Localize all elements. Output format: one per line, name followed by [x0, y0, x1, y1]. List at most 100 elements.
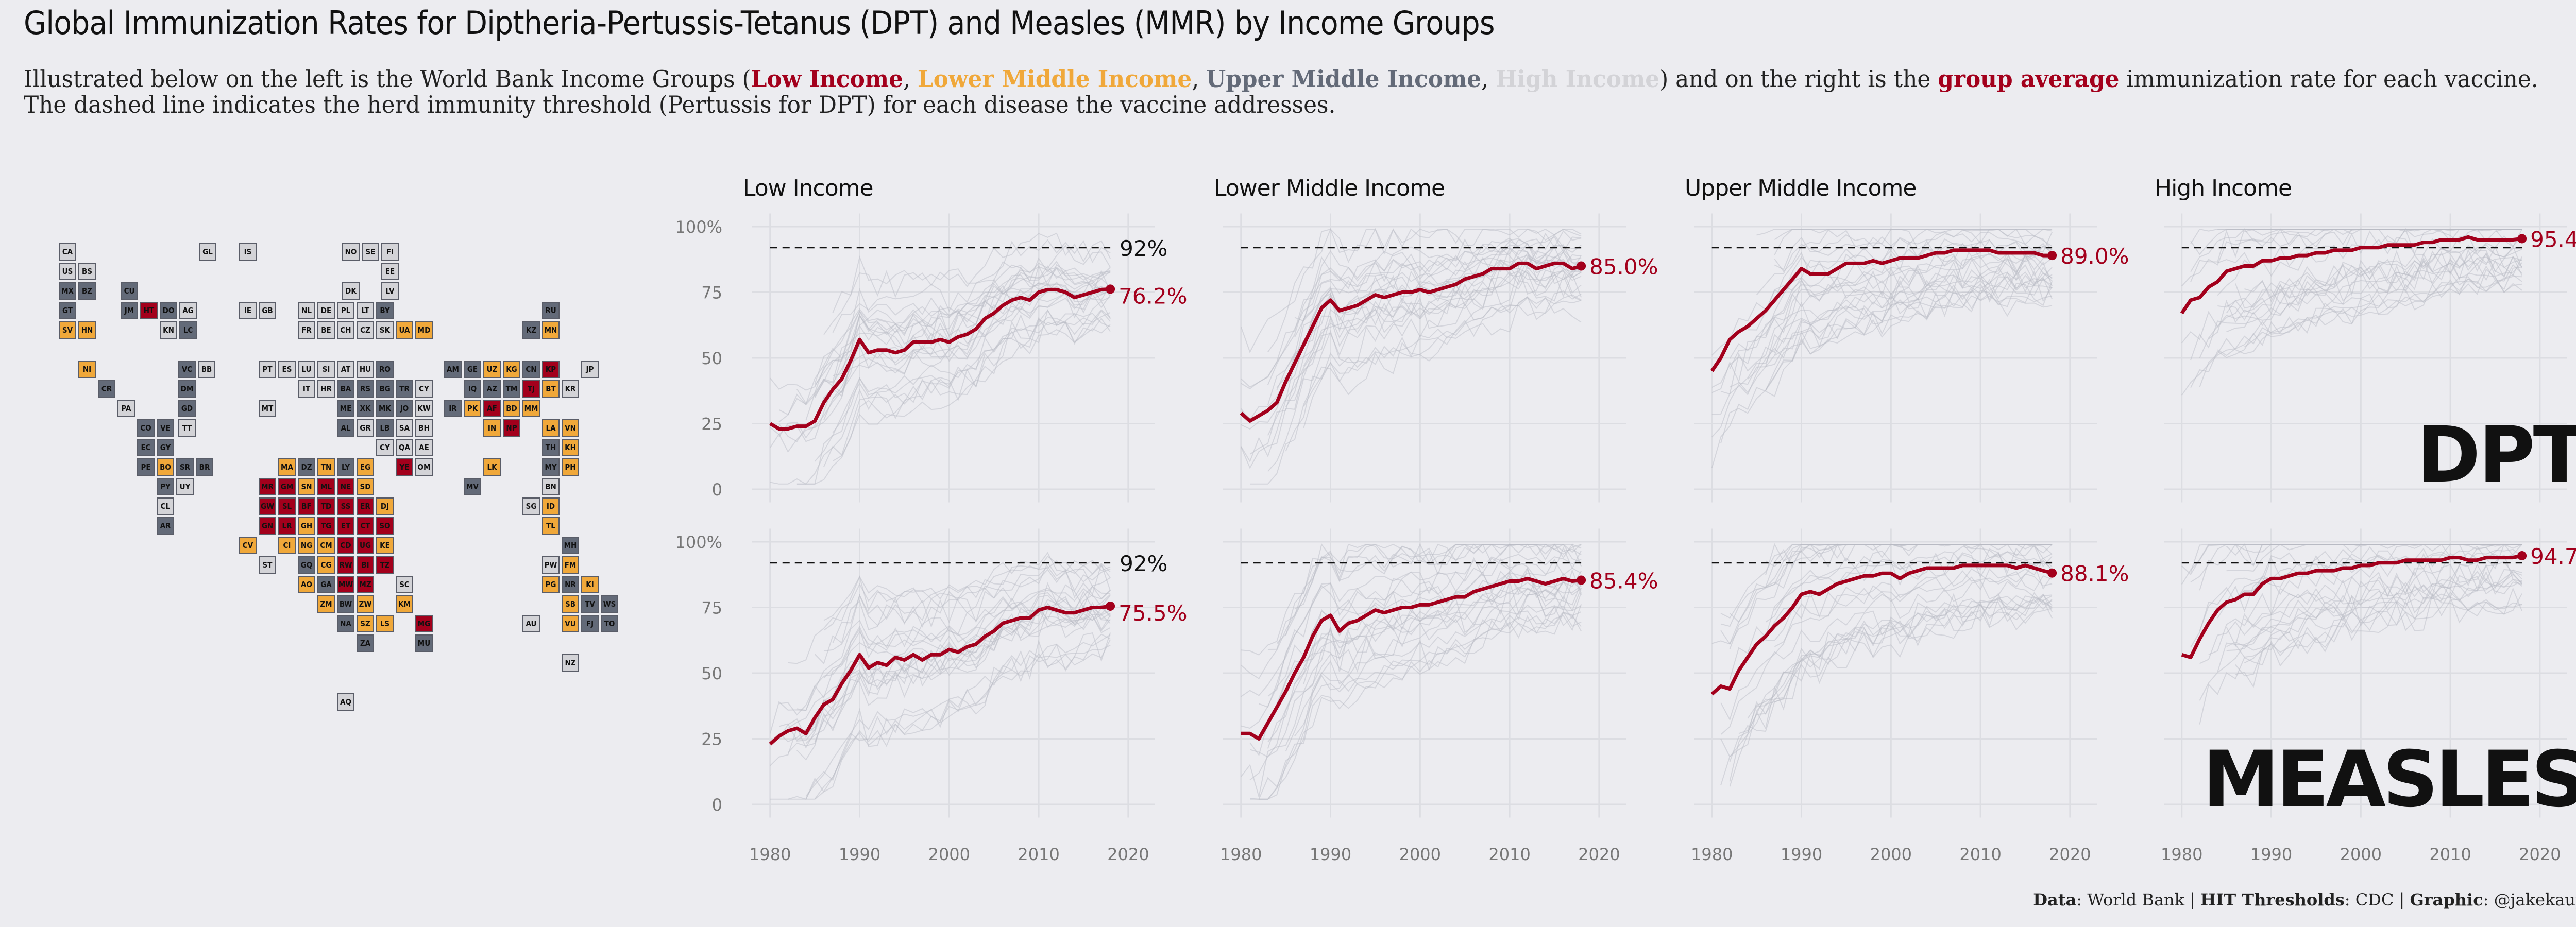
country-series-line	[1765, 239, 2053, 312]
country-series-line	[2226, 543, 2522, 572]
country-tile-rs: RS	[357, 380, 374, 398]
country-series-line	[1303, 582, 1582, 684]
country-tile-xk: XK	[357, 400, 374, 417]
country-series-line	[1258, 605, 1582, 800]
country-series-line	[1250, 604, 1582, 800]
country-series-line	[1249, 579, 1582, 758]
country-series-line	[832, 293, 1111, 399]
country-series-line	[814, 300, 1111, 462]
country-tile-tj: TJ	[522, 380, 540, 398]
subtitle-suffix: immunization rate for each vaccine.	[2119, 65, 2538, 93]
country-series-line	[805, 605, 1111, 744]
country-series-line	[2217, 228, 2522, 270]
group-average-line	[2180, 235, 2522, 315]
country-series-line	[1711, 543, 2053, 645]
country-tile-mt: MT	[259, 400, 276, 417]
country-series-line	[1267, 228, 1582, 353]
y-tick-label: 100%	[675, 533, 722, 552]
country-tile-zw: ZW	[357, 595, 374, 613]
country-series-line	[2235, 244, 2522, 309]
country-series-line	[1765, 562, 2053, 641]
country-tile-me: ME	[337, 400, 354, 417]
country-tile-to: TO	[601, 615, 618, 632]
panel-dpt-2: 89.0%	[1694, 213, 2129, 503]
country-series-line	[2217, 569, 2522, 672]
country-tile-hn: HN	[78, 321, 96, 339]
x-tick-label: 2010	[2429, 845, 2471, 864]
caption-data-label: Data	[2033, 890, 2077, 909]
end-value-label: 75.5%	[1118, 600, 1187, 626]
country-tile-ag: AG	[179, 302, 197, 319]
end-value-label: 76.2%	[1118, 283, 1187, 308]
country-series-line	[805, 633, 1111, 800]
country-tile-sg: SG	[522, 497, 540, 515]
country-tile-er: ER	[357, 497, 374, 515]
country-series-line	[823, 309, 1111, 467]
country-tile-pl: PL	[337, 302, 354, 319]
country-tile-bn: BN	[542, 478, 560, 495]
country-series-line	[770, 310, 1111, 485]
country-tile-et: ET	[337, 517, 354, 535]
country-tile-kr: KR	[562, 380, 579, 398]
y-tick-label: 75	[701, 283, 722, 303]
country-tile-cu: CU	[121, 282, 138, 300]
country-tile-tn: TN	[317, 458, 335, 476]
country-tile-au: AU	[522, 615, 540, 632]
country-tile-ve: VE	[157, 419, 174, 437]
country-series-line	[1774, 546, 2053, 611]
country-tile-gr: GR	[357, 419, 374, 437]
country-tile-mn: MN	[542, 321, 560, 339]
country-series-line	[1747, 592, 2053, 733]
country-tile-gl: GL	[199, 243, 216, 261]
country-series-line	[1267, 543, 1582, 650]
country-tile-ir: IR	[444, 400, 462, 417]
country-series-line	[1294, 239, 1582, 337]
country-tile-pk: PK	[464, 400, 481, 417]
country-tile-tt: TT	[178, 419, 196, 437]
country-tile-ki: KI	[581, 576, 599, 593]
country-tile-bg: BG	[376, 380, 394, 398]
x-tick-label: 2020	[1578, 845, 1620, 864]
panel-measles-2: 88.1% 1980 1990 2000 2010 2020	[1691, 528, 2129, 864]
country-series-line	[1711, 276, 2053, 438]
end-value-label: 95.4%	[2530, 227, 2576, 252]
country-series-line	[1241, 544, 1582, 656]
country-series-line	[2217, 268, 2522, 356]
country-series-line	[814, 561, 1111, 665]
country-series-line	[778, 603, 1111, 743]
country-tile-cy: CY	[376, 439, 394, 456]
country-tile-fm: FM	[562, 556, 579, 574]
x-tick-label: 2020	[1107, 845, 1149, 864]
country-series-line	[2190, 228, 2522, 244]
x-tick-label: 1980	[1220, 845, 1262, 864]
country-series-line	[2226, 563, 2522, 647]
country-series-line	[814, 267, 1111, 397]
country-series-line	[2190, 229, 2522, 272]
x-tick-label: 2010	[1488, 845, 1530, 864]
country-tile-se: SE	[362, 243, 379, 261]
country-series-line	[778, 266, 1111, 422]
country-tile-sr: SR	[176, 458, 194, 476]
group-average-line	[1710, 563, 2053, 696]
country-series-line	[1285, 254, 1582, 401]
country-tile-ae: AE	[415, 439, 433, 456]
country-series-line	[1276, 254, 1582, 390]
country-tile-hu: HU	[357, 360, 374, 378]
country-tile-nr: NR	[562, 576, 579, 593]
country-series-line	[1711, 271, 2053, 415]
group-average-endpoint	[2047, 251, 2057, 261]
country-series-line	[2244, 245, 2523, 303]
country-tile-gt: GT	[59, 302, 76, 319]
country-tile-in: IN	[483, 419, 501, 437]
group-average-endpoint	[2047, 568, 2057, 578]
country-series-line	[1240, 228, 1582, 354]
country-series-line	[2244, 229, 2522, 232]
country-tile-uy: UY	[176, 478, 194, 495]
country-series-line	[1729, 253, 2053, 369]
country-tile-lu: LU	[298, 360, 315, 378]
country-series-line	[1249, 566, 1582, 757]
country-tile-ss: SS	[337, 497, 354, 515]
country-series-line	[1720, 544, 2053, 619]
country-series-line	[1294, 230, 1582, 322]
country-tile-pt: PT	[259, 360, 276, 378]
